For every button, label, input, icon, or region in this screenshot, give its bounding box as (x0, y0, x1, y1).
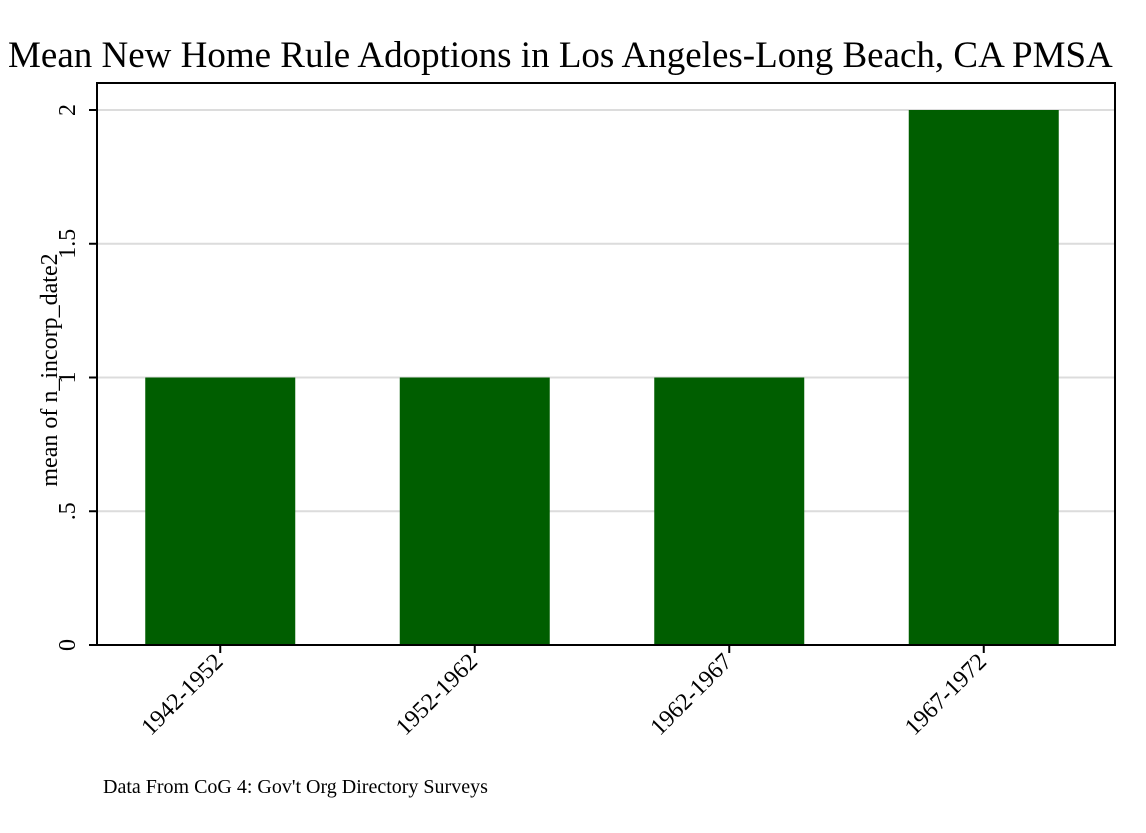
bar-1967-1972 (908, 110, 1059, 645)
source-note: Data From CoG 4: Gov't Org Directory Sur… (103, 776, 488, 798)
y-tick-label: 1.5 (55, 229, 81, 259)
y-tick-label: 1 (55, 372, 81, 384)
bar-1952-1962 (399, 377, 550, 645)
plot-frame (96, 82, 1116, 646)
y-tick-label: .5 (55, 502, 81, 520)
y-axis-title: mean of n_incorp_date2 (37, 253, 63, 486)
y-axis-ticks: 0 .5 1 1.5 2 (55, 104, 97, 651)
bar-1962-1967 (654, 377, 805, 645)
bar-1942-1952 (145, 377, 296, 645)
y-tick-label: 2 (55, 104, 81, 116)
bars (145, 110, 1059, 645)
y-tick-label: 0 (55, 639, 81, 651)
chart-title: Mean New Home Rule Adoptions in Los Ange… (8, 35, 1113, 76)
